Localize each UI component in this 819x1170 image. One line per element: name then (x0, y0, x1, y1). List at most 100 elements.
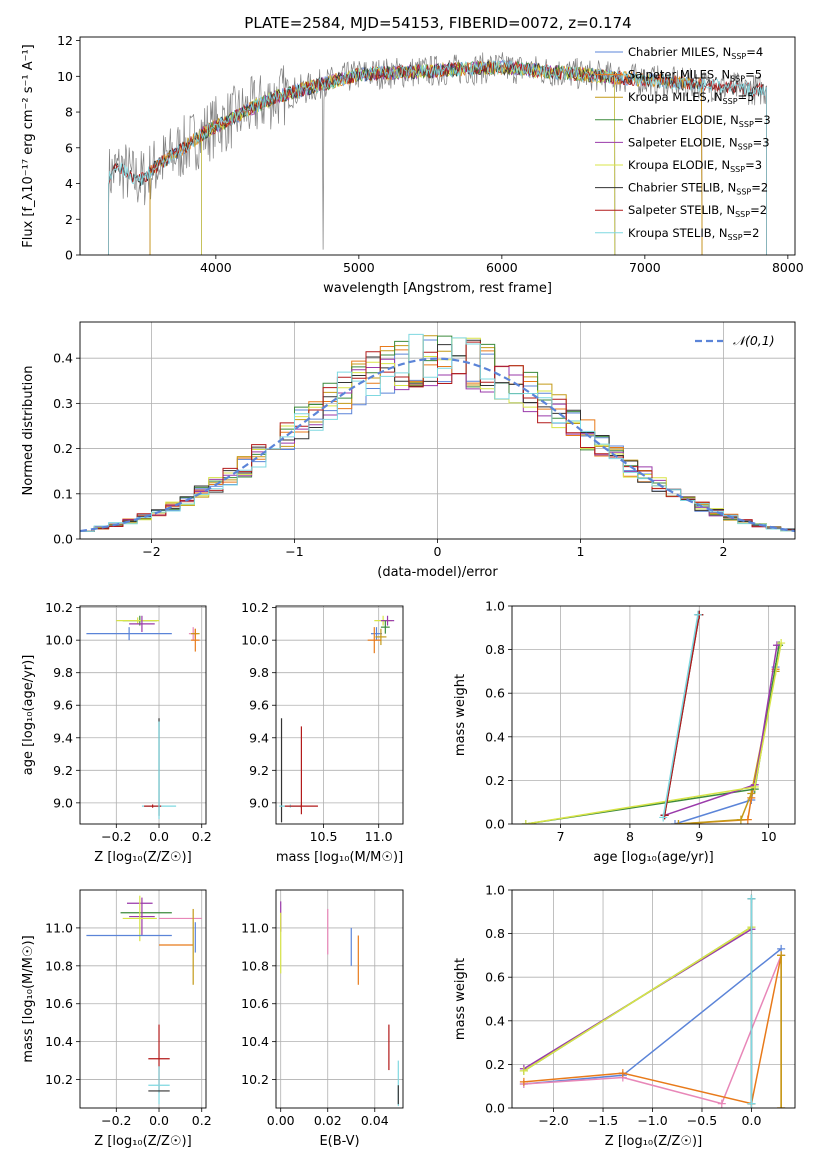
x-tick-label: 5000 (343, 260, 375, 275)
x-tick-label: 4000 (200, 260, 232, 275)
series-line (523, 926, 752, 1072)
x-tick-label: 0.02 (314, 1113, 342, 1128)
x-tick-label: 8 (626, 829, 634, 844)
y-tick-label: 11.0 (45, 920, 73, 935)
plot-area (279, 615, 395, 823)
series-line (663, 614, 701, 816)
y-tick-label: 6 (65, 140, 73, 155)
legend-label: Kroupa STELIB, NSSP=2 (628, 226, 759, 242)
series-marker (659, 813, 668, 822)
y-tick-label: 0.4 (485, 1013, 505, 1028)
plot-frame (79, 321, 796, 540)
y-tick-label: 0.0 (485, 1101, 505, 1116)
y-tick-label: 1.0 (485, 599, 505, 614)
residual-histogram (80, 333, 795, 532)
spectrum-panel: 4000 5000 6000 7000 8000 0 2 4 6 8 10 12 wavelength … (21, 33, 804, 296)
residuals-panel: −2 −1 0 1 2 0.0 0.1 0.2 0.3 0.4 (data-model)/error… (21, 321, 796, 580)
y-tick-label: 0.2 (485, 1057, 505, 1072)
y-tick-label: 10.2 (241, 1072, 269, 1087)
x-tick-label: 0.04 (361, 1113, 389, 1128)
spectrum-legend: Chabrier MILES, NSSP=4 Salpeter MILES, NS… (595, 45, 771, 242)
y-axis-label: mass weight (453, 958, 468, 1040)
legend-label: Salpeter ELODIE, NSSP=3 (628, 135, 770, 151)
y-tick-label: 0.2 (53, 441, 73, 456)
plot-frame (79, 36, 796, 256)
y-tick-label: 0.0 (53, 532, 73, 547)
y-tick-label: 10.2 (45, 600, 73, 615)
x-tick-label: 1 (577, 544, 585, 559)
age-vs-Z-panel: −0.2 0.0 0.2 9.0 9.2 9.4 9.6 9.8 10.0 10.2 Z [log₁… (21, 600, 212, 865)
series-marker (618, 1069, 627, 1078)
plot-area (521, 610, 786, 824)
series-marker (747, 894, 756, 903)
y-tick-label: 10.4 (45, 1034, 73, 1049)
series-marker (693, 610, 702, 619)
y-axis-label: age [log₁₀(age/yr)] (21, 655, 36, 776)
x-axis-label: Z [log₁₀(Z/Z☉)] (605, 1134, 702, 1149)
x-tick-label: −1 (285, 544, 303, 559)
y-axis-label: Normed distribution (21, 366, 36, 496)
y-tick-label: 0.6 (485, 970, 505, 985)
data-point (380, 620, 390, 634)
y-tick-label: 10.0 (45, 633, 73, 648)
plot-frame (79, 889, 207, 1109)
data-point (122, 895, 157, 942)
y-tick-label: 10.2 (45, 1072, 73, 1087)
x-tick-label: −1.0 (637, 1113, 667, 1128)
plot-area (86, 895, 202, 1105)
x-axis-label: wavelength [Angstrom, rest frame] (323, 281, 552, 296)
figure-title: PLATE=2584, MJD=54153, FIBERID=0072, z=0… (244, 14, 631, 32)
y-tick-label: 8 (65, 105, 73, 120)
y-axis-label: Flux [f_λ10⁻¹⁷ erg cm⁻² s⁻¹ A⁻¹] (21, 44, 36, 248)
x-tick-label: 6000 (486, 260, 518, 275)
y-tick-label: 10.8 (45, 958, 73, 973)
y-tick-label: 10.0 (241, 633, 269, 648)
y-tick-label: 10 (57, 69, 73, 84)
x-tick-label: 0.0 (149, 829, 169, 844)
x-tick-label: 7 (557, 829, 565, 844)
y-tick-label: 0.3 (53, 396, 73, 411)
y-tick-label: 9.0 (53, 795, 73, 810)
age-vs-mass-panel: 10.5 11.0 9.0 9.2 9.4 9.6 9.8 10.0 10.2 mass [log… (241, 600, 404, 865)
x-axis-label: Z [log₁₀(Z/Z☉)] (94, 850, 191, 865)
series-marker (747, 1099, 756, 1108)
plot-frame (511, 605, 796, 825)
legend-label: Chabrier MILES, NSSP=4 (628, 45, 763, 61)
series-marker (747, 789, 756, 798)
y-tick-label: 12 (57, 33, 73, 48)
y-tick-label: 4 (65, 176, 73, 191)
series-marker (743, 815, 752, 824)
data-point (86, 627, 172, 641)
x-tick-label: 2 (720, 544, 728, 559)
weight-vs-age-panel: 7 8 9 10 0.0 0.2 0.4 0.6 0.8 1.0 age [log₁₀(age/yr… (453, 599, 796, 865)
plot-frame (511, 889, 796, 1109)
data-point (375, 628, 387, 646)
x-tick-label: 11.0 (365, 829, 393, 844)
y-tick-label: 9.4 (249, 730, 269, 745)
observed-spectrum (108, 52, 767, 250)
weight-vs-Z-panel: −2.0 −1.5 −1.0 −0.5 0.0 0.0 0.2 0.4 0.6 0.8 1.0 Z [… (453, 883, 796, 1149)
x-axis-label: Z [log₁₀(Z/Z☉)] (94, 1134, 191, 1149)
y-tick-label: 10.6 (241, 996, 269, 1011)
x-axis-label: age [log₁₀(age/yr)] (593, 850, 714, 865)
y-tick-label: 9.8 (53, 665, 73, 680)
legend-label: Salpeter MILES, NSSP=5 (628, 68, 762, 84)
x-axis-label: mass [log₁₀(M/M☉)] (276, 850, 403, 865)
data-point (370, 627, 383, 641)
x-tick-label: −2 (142, 544, 160, 559)
series-marker (777, 639, 786, 648)
data-point (129, 615, 155, 633)
series-marker (717, 1099, 726, 1108)
series-marker (519, 1077, 528, 1086)
x-tick-label: 0.2 (192, 1113, 212, 1128)
series-line (662, 614, 699, 818)
plot-frame (275, 605, 404, 825)
plot-frame (79, 605, 207, 825)
series-marker (772, 641, 781, 650)
series-marker (777, 1104, 786, 1108)
y-tick-label: 9.8 (249, 665, 269, 680)
x-tick-label: 0.0 (742, 1113, 762, 1128)
y-tick-label: 0.4 (485, 729, 505, 744)
series-marker (671, 820, 680, 824)
